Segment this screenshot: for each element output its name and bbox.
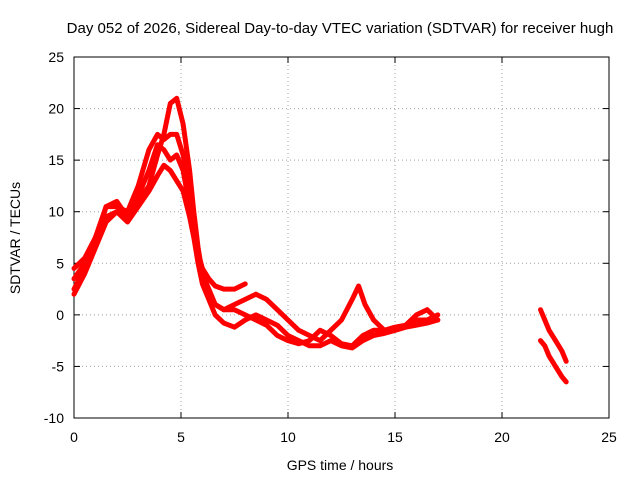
y-tick-label: 0 (56, 307, 64, 323)
x-axis-label: GPS time / hours (287, 457, 394, 473)
x-tick-label: 0 (70, 429, 78, 445)
x-tick-label: 15 (387, 429, 403, 445)
x-tick-label: 5 (177, 429, 185, 445)
y-tick-label: 5 (56, 255, 64, 271)
series-track-1 (71, 131, 248, 292)
series-track-3 (71, 162, 441, 351)
y-tick-label: -5 (52, 358, 65, 374)
chart-title: Day 052 of 2026, Sidereal Day-to-day VTE… (67, 20, 614, 37)
series-track-2 (71, 142, 441, 344)
y-tick-label: 10 (48, 204, 64, 220)
y-tick-label: 20 (48, 101, 64, 117)
x-tick-label: 20 (494, 429, 510, 445)
series-track-4 (71, 95, 441, 349)
series-track-6 (538, 338, 569, 385)
series-track-5 (538, 307, 569, 364)
y-tick-label: 25 (48, 49, 64, 65)
x-tick-label: 25 (601, 429, 617, 445)
grid (74, 57, 609, 418)
y-tick-label: -10 (44, 410, 64, 426)
plot-frame (73, 56, 610, 419)
axis-ticks: 0 5 10 15 20 25 -10 -5 0 5 10 15 20 25 (44, 49, 617, 445)
y-tick-label: 15 (48, 152, 64, 168)
y-axis-label: SDTVAR / TECUs (7, 182, 23, 294)
x-tick-label: 10 (280, 429, 296, 445)
data-series (71, 95, 569, 385)
